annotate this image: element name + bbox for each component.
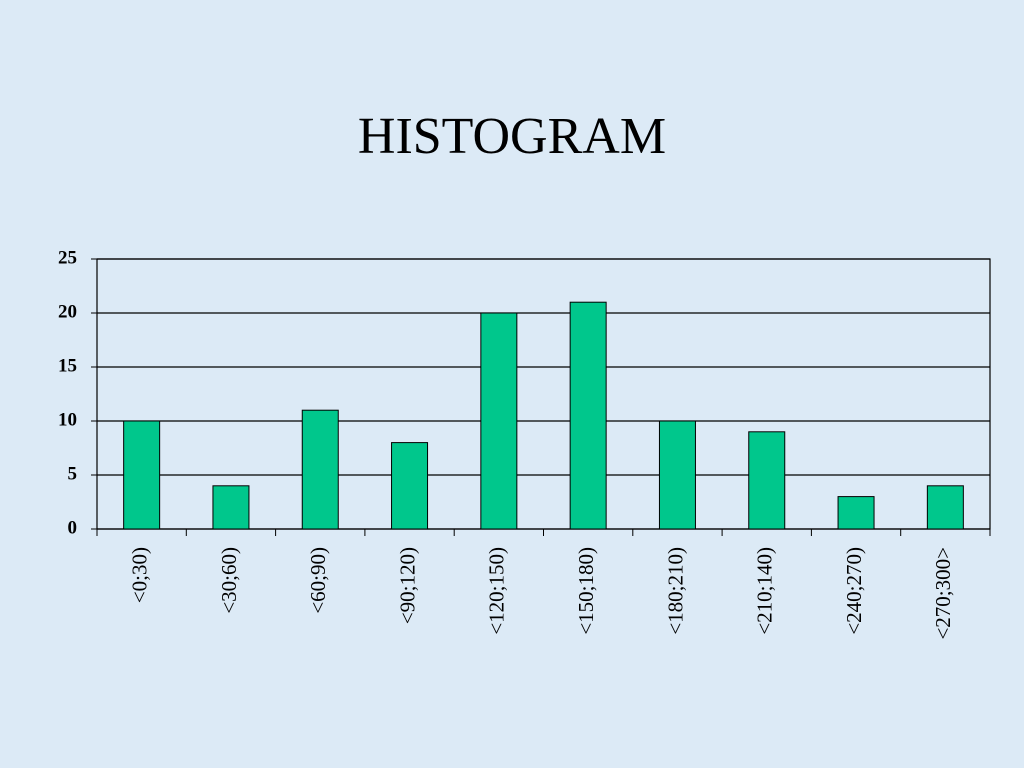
x-tick-label: <150;180) [574, 547, 598, 635]
x-tick-label: <0;30) [127, 547, 151, 603]
bar [391, 442, 429, 530]
bar [837, 496, 875, 530]
y-tick-label: 5 [68, 463, 78, 484]
x-tick-label: <270;300> [931, 547, 955, 640]
bar [569, 301, 607, 530]
x-tick-label: <60;90) [306, 547, 330, 614]
bar [658, 420, 696, 530]
y-tick-label: 25 [58, 247, 77, 268]
x-tick-label: <210;140) [753, 547, 777, 635]
y-tick-label: 10 [58, 409, 77, 430]
y-tick-label: 0 [68, 517, 78, 538]
bar [212, 485, 250, 530]
bar [123, 420, 161, 530]
y-tick-label: 15 [58, 355, 77, 376]
x-tick-label: <90;120) [395, 547, 419, 624]
x-tick-label: <30;60) [217, 547, 241, 614]
y-tick-label: 20 [58, 301, 77, 322]
x-tick-label: <240;270) [842, 547, 866, 635]
x-tick-label: <180;210) [663, 547, 687, 635]
bar [926, 485, 964, 530]
bar [480, 312, 518, 530]
x-tick-label: <120;150) [485, 547, 509, 635]
bar [748, 431, 786, 530]
bar [301, 409, 339, 530]
chart-title: HISTOGRAM [358, 108, 666, 165]
